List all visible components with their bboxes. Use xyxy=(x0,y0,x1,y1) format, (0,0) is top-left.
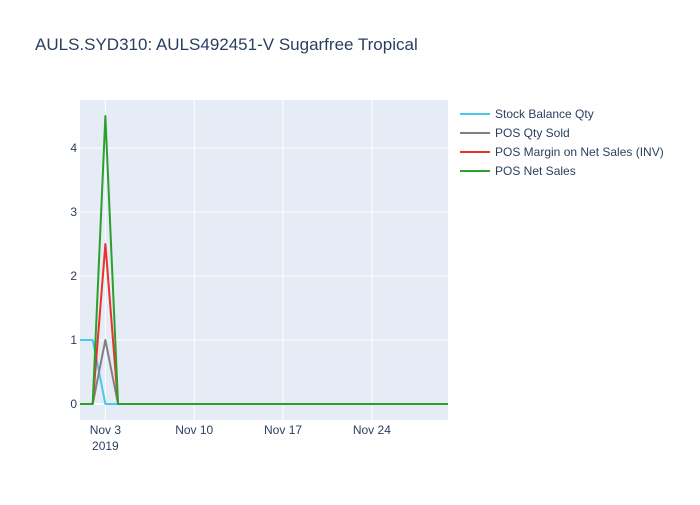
legend-item[interactable]: POS Margin on Net Sales (INV) xyxy=(460,145,664,159)
y-tick-label: 1 xyxy=(70,333,77,347)
x-tick-label: Nov 17 xyxy=(264,423,302,437)
plot-area xyxy=(80,100,448,420)
series-line-3[interactable] xyxy=(80,115,448,405)
chart-title: AULS.SYD310: AULS492451-V Sugarfree Trop… xyxy=(35,35,418,54)
legend-item[interactable]: POS Net Sales xyxy=(460,164,576,178)
y-tick-label: 0 xyxy=(70,397,77,411)
x-tick-label: Nov 3 xyxy=(90,423,122,437)
legend[interactable]: Stock Balance Qty POS Qty Sold POS Margin … xyxy=(460,107,664,178)
y-axis: 0 1 2 3 4 xyxy=(70,141,77,411)
y-tick-label: 2 xyxy=(70,269,77,283)
legend-label: POS Margin on Net Sales (INV) xyxy=(495,145,664,159)
legend-label: POS Qty Sold xyxy=(495,126,570,140)
y-tick-label: 3 xyxy=(70,205,77,219)
y-tick-label: 4 xyxy=(70,141,77,155)
legend-item[interactable]: POS Qty Sold xyxy=(460,126,570,140)
legend-label: Stock Balance Qty xyxy=(495,107,594,121)
legend-item[interactable]: Stock Balance Qty xyxy=(460,107,594,121)
grid-layer xyxy=(80,100,448,420)
x-tick-year-label: 2019 xyxy=(92,439,119,453)
x-tick-label: Nov 24 xyxy=(353,423,391,437)
series-layer xyxy=(80,115,448,405)
x-axis: Nov 3 2019 Nov 10 Nov 17 Nov 24 xyxy=(90,423,391,453)
legend-label: POS Net Sales xyxy=(495,164,576,178)
x-tick-label: Nov 10 xyxy=(175,423,213,437)
